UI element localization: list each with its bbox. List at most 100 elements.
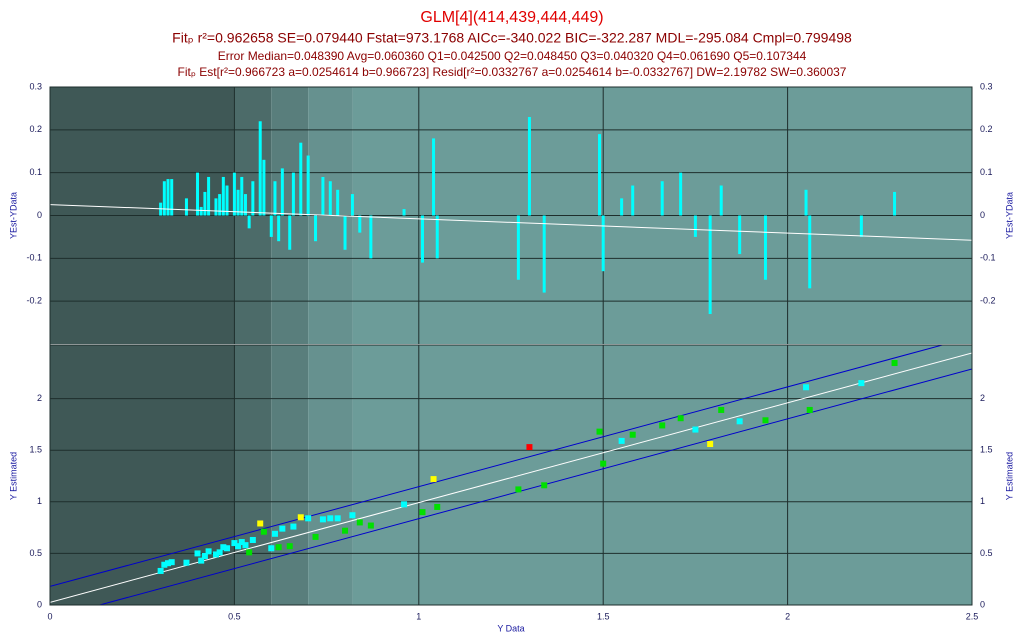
subtitle: Error Median=0.048390 Avg=0.060360 Q1=0.… (218, 49, 807, 63)
point (600, 460, 607, 467)
axes: -0.2 -0.2-0.1 -0.10 00.1 0.10.2 0.20.3 0.3YEst… (8, 81, 1014, 633)
residual-bar (240, 176, 244, 216)
point (290, 523, 297, 530)
x-tick-label: 1 (416, 611, 421, 621)
point (629, 431, 636, 438)
point (224, 545, 231, 552)
limit-line (50, 345, 945, 587)
point (235, 543, 242, 550)
point (858, 380, 865, 387)
residual-bar (232, 172, 236, 216)
residual-bar (314, 215, 318, 242)
y-axis-label: Y Estimated (8, 452, 18, 500)
point (194, 550, 201, 557)
residual-bar (343, 215, 347, 250)
residual-bar (214, 198, 218, 216)
band (50, 345, 235, 605)
point (692, 426, 699, 433)
y-tick-label: 0.3 (29, 81, 42, 91)
residual-bar (719, 185, 723, 216)
residual-bar (262, 159, 266, 216)
residual-bar (221, 176, 225, 216)
point (541, 482, 548, 489)
residual-bar (166, 179, 170, 216)
point (806, 406, 813, 413)
residual-bar (435, 215, 439, 259)
residual-bar (660, 181, 664, 216)
residual-bar (273, 181, 277, 216)
y-tick-label: 1 (37, 496, 42, 506)
point (312, 533, 319, 540)
residual-bar (601, 215, 605, 272)
residual-bar (350, 194, 354, 216)
residual-bar (328, 181, 332, 216)
y-tick-label: 2 (980, 393, 985, 403)
point (526, 444, 533, 451)
y-tick-label: 0 (980, 210, 985, 220)
y-tick-label: 0.1 (980, 167, 993, 177)
y-tick-label: -0.1 (26, 253, 42, 263)
point (161, 561, 168, 568)
frame (49, 86, 973, 606)
residual-bar (199, 206, 203, 216)
point (342, 527, 349, 534)
residual-bar (280, 168, 284, 216)
y-tick-label: 2 (37, 393, 42, 403)
point (205, 548, 212, 555)
point (367, 522, 374, 529)
y-tick-label: 0 (37, 599, 42, 609)
residual-bar (358, 215, 362, 233)
residual-bar (170, 179, 174, 216)
point (242, 542, 249, 549)
residual-bar (763, 215, 767, 280)
x-tick-label: 0 (47, 611, 52, 621)
point (327, 515, 334, 522)
y-tick-label: 0.2 (980, 124, 993, 134)
y-axis-label: Y Estimated (1004, 452, 1014, 500)
residual-bar (299, 142, 303, 216)
point (434, 503, 441, 510)
y-tick-label: 0 (980, 599, 985, 609)
residual-bar (196, 172, 200, 216)
residual-bar (184, 198, 188, 216)
residual-bar (402, 209, 406, 216)
point (257, 520, 264, 527)
point (220, 544, 227, 551)
point (515, 486, 522, 493)
residual-bar (203, 191, 207, 216)
band (234, 345, 272, 605)
band (271, 345, 309, 605)
residual-bar (321, 176, 325, 216)
residual-bar (369, 215, 373, 259)
y-axis-label: YEst-YData (1004, 192, 1014, 239)
residual-bar (804, 189, 808, 216)
point (279, 525, 286, 532)
point (356, 519, 363, 526)
point (268, 545, 275, 552)
x-tick-label: 2 (785, 611, 790, 621)
point (212, 551, 219, 558)
point (286, 543, 293, 550)
point (297, 514, 304, 521)
point (618, 437, 625, 444)
point (165, 560, 172, 567)
residual-bar (542, 215, 546, 293)
residual-bar (808, 215, 812, 289)
residual-bar (708, 215, 712, 315)
residual-bar (243, 194, 247, 216)
residual-bar (277, 215, 281, 242)
residual-bar (516, 215, 520, 280)
residual-bar (620, 198, 624, 216)
y-tick-label: 0.3 (980, 81, 993, 91)
band (308, 345, 353, 605)
point (216, 549, 223, 556)
point (430, 476, 437, 483)
point (596, 428, 603, 435)
residual-bar (207, 176, 211, 216)
residual-bar (291, 172, 295, 216)
point (238, 539, 245, 546)
residual-bar (247, 215, 251, 229)
residual-bar (236, 189, 240, 216)
x-tick-label: 1.5 (597, 611, 610, 621)
residual-bar (859, 215, 863, 237)
